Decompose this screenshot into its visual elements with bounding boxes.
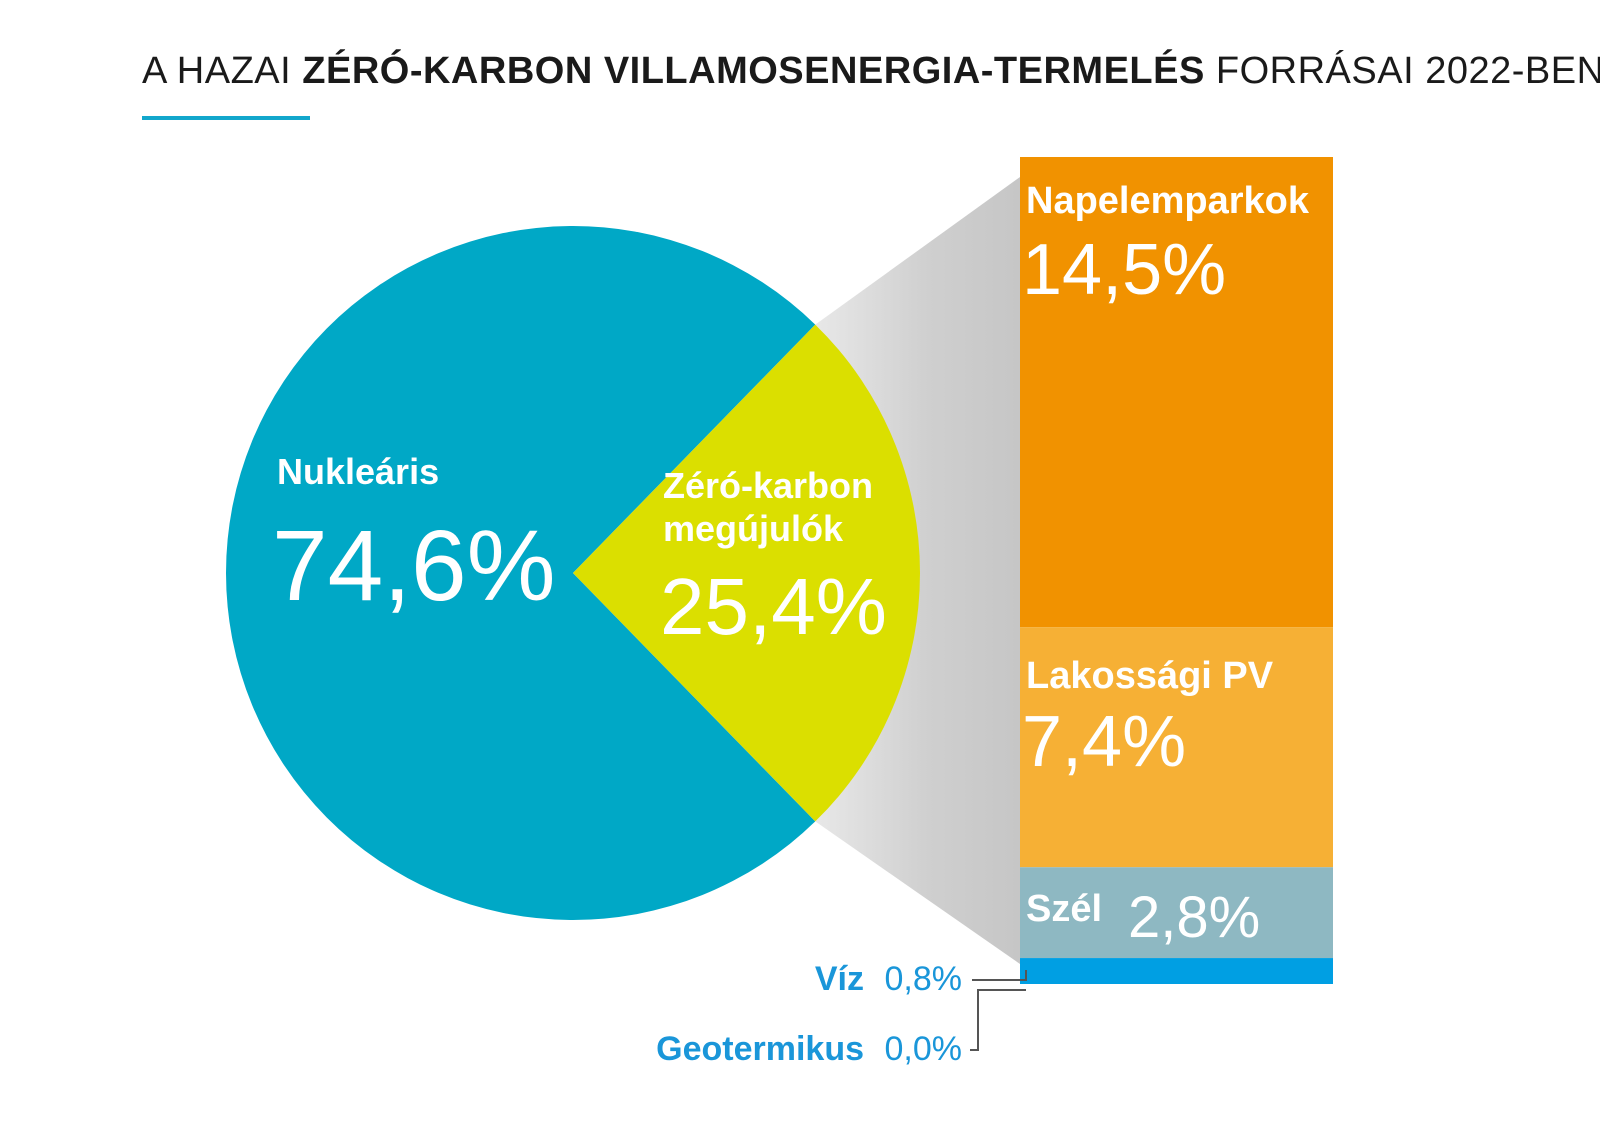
title-part-2: ZÉRÓ-KARBON VILLAMOSENERGIA-TERMELÉS [302, 50, 1205, 92]
chart-title: A HAZAI ZÉRÓ-KARBON VILLAMOSENERGIA-TERM… [142, 50, 1600, 93]
bar-segment-2 [1020, 867, 1333, 959]
segment-label-geotermikus: Geotermikus [656, 1030, 864, 1068]
segment-value-napelemparkok: 14,5% [1022, 230, 1226, 310]
title-part-1: A HAZAI [142, 50, 303, 92]
slice-value-renewables: 25,4% [660, 562, 887, 651]
segment-value-viz: 0,8% [885, 960, 963, 998]
pie-slice-renewables [573, 324, 921, 822]
callout-line-viz [972, 970, 1027, 981]
segment-label-lakossagi-pv: Lakossági PV [1026, 655, 1274, 697]
segment-label-szel: Szél [1026, 888, 1102, 930]
bar-segment-0 [1020, 157, 1333, 628]
segment-value-szel: 2,8% [1128, 885, 1260, 950]
slice-label-renewables-line2: megújulók [663, 508, 844, 549]
title-underline [142, 116, 310, 120]
callout-lines [970, 970, 1027, 1051]
bar-segment-1 [1020, 627, 1333, 868]
segment-value-lakossagi-pv: 7,4% [1022, 702, 1186, 782]
chart-labels: Nukleáris 74,6% Zéró-karbon megújulók 25… [272, 180, 1310, 1068]
segment-value-geotermikus: 0,0% [885, 1030, 963, 1068]
pie-slice-nuclear [225, 226, 816, 921]
pie-chart [225, 226, 921, 921]
segment-label-viz: Víz [815, 960, 864, 998]
title-part-3: FORRÁSAI 2022-BEN [1204, 50, 1600, 92]
callout-line-geotermikus [970, 989, 1026, 1051]
bar-segment-3 [1020, 958, 1333, 984]
segment-label-napelemparkok: Napelemparkok [1026, 180, 1310, 222]
slice-value-nuclear: 74,6% [272, 510, 556, 622]
stacked-bar [1020, 157, 1333, 984]
slice-label-renewables-line1: Zéró-karbon [663, 465, 873, 506]
slice-label-nuclear: Nukleáris [277, 451, 439, 492]
